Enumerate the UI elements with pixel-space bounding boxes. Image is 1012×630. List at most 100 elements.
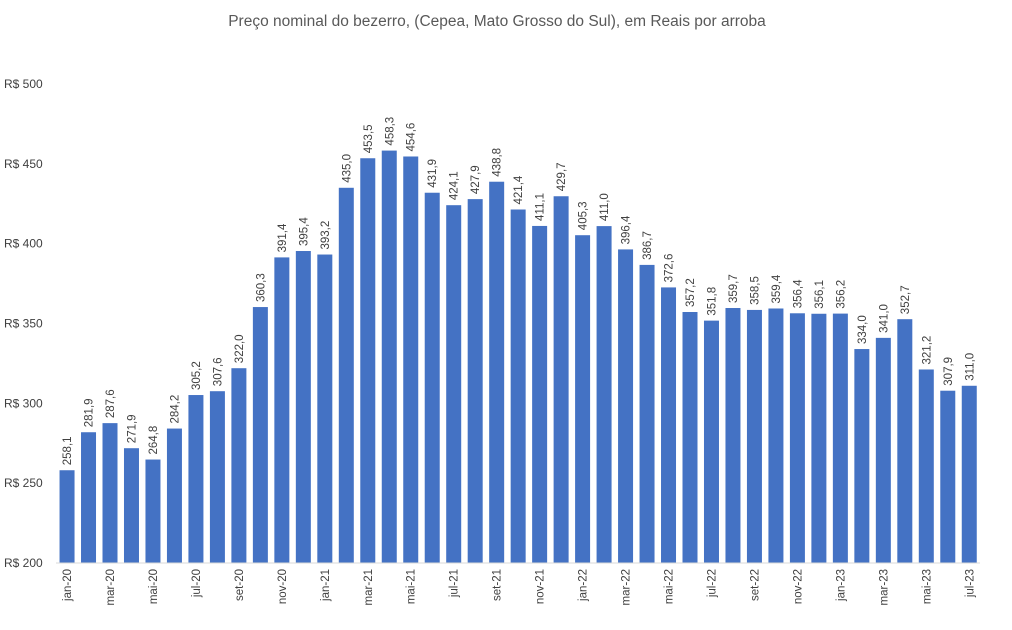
bar-nov-22 <box>789 313 805 563</box>
data-label: 429,7 <box>556 162 568 191</box>
x-tick-label: mar-23 <box>878 569 890 605</box>
bar-dez-21 <box>553 196 569 563</box>
bar-ago-20 <box>209 391 225 563</box>
data-label: 264,8 <box>148 426 160 455</box>
bar-ago-22 <box>725 308 741 563</box>
data-label: 321,2 <box>921 336 933 365</box>
data-label: 341,0 <box>878 304 890 333</box>
data-label: 357,2 <box>685 278 697 307</box>
data-label: 391,4 <box>277 223 289 252</box>
x-tick-label: mai-23 <box>921 569 933 604</box>
data-label: 453,5 <box>363 124 375 153</box>
data-label: 438,8 <box>492 148 504 177</box>
bar-mai-20 <box>145 459 161 563</box>
y-tick-label: R$ 200 <box>4 556 43 570</box>
data-labels: 258,1 281,9 287,6 271,9 264,8 284,2 305,2 307,6… <box>62 117 976 465</box>
data-label: 435,0 <box>341 154 353 183</box>
bar-abr-23 <box>897 319 913 563</box>
y-tick-label: R$ 350 <box>4 317 43 331</box>
bar-mai-23 <box>918 369 934 563</box>
data-label: 359,4 <box>771 274 783 303</box>
data-label: 359,7 <box>728 274 740 303</box>
x-tick-label: jul-21 <box>449 569 461 598</box>
bar-fev-20 <box>81 432 97 563</box>
x-tick-label: jul-20 <box>191 569 203 598</box>
bar-nov-21 <box>532 225 548 563</box>
data-label: 356,1 <box>814 280 826 309</box>
data-label: 311,0 <box>964 353 976 381</box>
data-label: 307,9 <box>943 357 955 386</box>
data-label: 351,8 <box>706 287 718 316</box>
bar-jul-20 <box>188 395 204 563</box>
data-label: 287,6 <box>105 389 117 418</box>
y-tick-label: R$ 300 <box>4 396 43 410</box>
data-label: 395,4 <box>298 217 310 246</box>
data-label: 372,6 <box>664 254 676 283</box>
bar-abr-22 <box>639 264 655 563</box>
bar-fev-22 <box>596 226 612 563</box>
data-label: 284,2 <box>169 395 181 424</box>
data-label: 458,3 <box>384 117 396 146</box>
bar-fev-23 <box>854 349 870 563</box>
data-label: 356,2 <box>835 280 847 309</box>
x-tick-label: mar-21 <box>363 569 375 605</box>
bar-jun-22 <box>682 312 698 563</box>
y-tick-label: R$ 250 <box>4 476 43 490</box>
data-label: 258,1 <box>62 436 74 465</box>
data-label: 454,6 <box>406 123 418 152</box>
x-tick-label: nov-20 <box>277 569 289 604</box>
y-axis: R$ 200 R$ 250 R$ 300 R$ 350 R$ 400 R$ 450 R$ 5… <box>4 77 43 570</box>
data-label: 411,1 <box>535 193 547 221</box>
data-label: 352,7 <box>900 285 912 314</box>
data-label: 396,4 <box>621 215 633 244</box>
x-tick-label: jan-23 <box>835 569 847 602</box>
x-tick-label: jul-22 <box>706 569 718 598</box>
bar-jun-23 <box>940 390 956 563</box>
bar-set-21 <box>489 181 505 563</box>
bar-out-21 <box>510 209 526 564</box>
bar-jul-22 <box>703 320 719 563</box>
data-label: 334,0 <box>857 315 869 344</box>
bar-mar-22 <box>618 249 634 563</box>
bar-dez-20 <box>295 251 311 563</box>
bar-nov-20 <box>274 257 290 563</box>
bar-fev-21 <box>338 187 354 564</box>
x-tick-label: mai-20 <box>148 569 160 604</box>
y-tick-label: R$ 450 <box>4 157 43 171</box>
bar-jun-20 <box>166 428 182 563</box>
x-axis: jan-20 mar-20 mai-20 jul-20 set-20 nov-20 jan-… <box>62 569 976 605</box>
chart-title: Preço nominal do bezerro, (Cepea, Mato G… <box>228 13 766 30</box>
data-label: 411,0 <box>599 193 611 221</box>
bar-jan-20 <box>59 470 75 563</box>
data-label: 305,2 <box>191 361 203 390</box>
data-label: 405,3 <box>578 201 590 230</box>
bars <box>59 150 977 564</box>
data-label: 322,0 <box>234 334 246 363</box>
bar-mar-20 <box>102 423 118 563</box>
bar-mar-21 <box>360 158 376 563</box>
bar-jul-23 <box>961 385 977 563</box>
data-label: 427,9 <box>470 165 482 194</box>
x-tick-label: set-20 <box>234 569 246 601</box>
x-tick-label: mai-21 <box>406 569 418 604</box>
bar-out-20 <box>252 307 268 563</box>
bar-set-20 <box>231 368 247 563</box>
bar-jul-21 <box>446 205 462 563</box>
x-tick-label: jan-21 <box>320 569 332 602</box>
bar-mai-22 <box>661 287 677 563</box>
data-label: 356,4 <box>792 279 804 308</box>
x-tick-label: set-22 <box>749 569 761 601</box>
x-tick-label: jan-22 <box>578 569 590 602</box>
bar-mai-21 <box>403 156 419 564</box>
bar-jan-22 <box>575 235 591 563</box>
data-label: 386,7 <box>642 231 654 260</box>
x-tick-label: nov-22 <box>792 569 804 604</box>
bar-set-22 <box>746 309 762 563</box>
data-label: 360,3 <box>255 273 267 302</box>
data-label: 307,6 <box>212 357 224 386</box>
x-tick-label: jan-20 <box>62 569 74 602</box>
bar-abr-21 <box>381 150 397 563</box>
bar-out-22 <box>768 308 784 563</box>
y-tick-label: R$ 500 <box>4 77 43 91</box>
